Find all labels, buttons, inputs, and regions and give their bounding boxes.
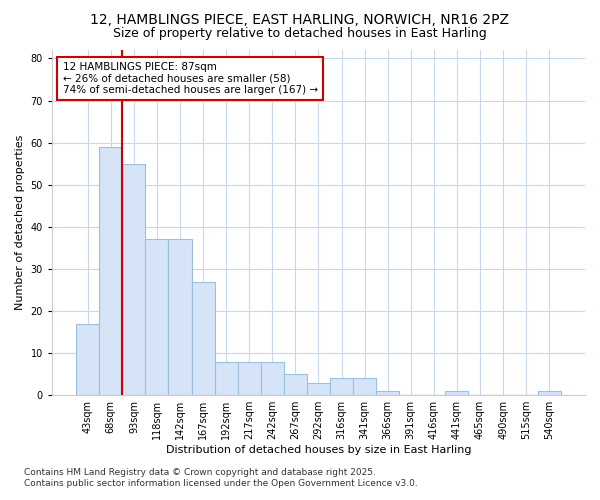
- Bar: [169, 240, 191, 395]
- Bar: [284, 374, 307, 395]
- Bar: [76, 324, 99, 395]
- Bar: [261, 362, 284, 395]
- Text: 12 HAMBLINGS PIECE: 87sqm
← 26% of detached houses are smaller (58)
74% of semi-: 12 HAMBLINGS PIECE: 87sqm ← 26% of detac…: [62, 62, 318, 96]
- Bar: [145, 240, 169, 395]
- Bar: [445, 391, 469, 395]
- X-axis label: Distribution of detached houses by size in East Harling: Distribution of detached houses by size …: [166, 445, 471, 455]
- Bar: [122, 164, 145, 395]
- Bar: [330, 378, 353, 395]
- Text: Contains HM Land Registry data © Crown copyright and database right 2025.
Contai: Contains HM Land Registry data © Crown c…: [24, 468, 418, 487]
- Text: Size of property relative to detached houses in East Harling: Size of property relative to detached ho…: [113, 28, 487, 40]
- Bar: [215, 362, 238, 395]
- Bar: [307, 382, 330, 395]
- Bar: [238, 362, 261, 395]
- Bar: [353, 378, 376, 395]
- Bar: [538, 391, 561, 395]
- Text: 12, HAMBLINGS PIECE, EAST HARLING, NORWICH, NR16 2PZ: 12, HAMBLINGS PIECE, EAST HARLING, NORWI…: [91, 12, 509, 26]
- Y-axis label: Number of detached properties: Number of detached properties: [15, 135, 25, 310]
- Bar: [376, 391, 399, 395]
- Bar: [191, 282, 215, 395]
- Bar: [99, 147, 122, 395]
